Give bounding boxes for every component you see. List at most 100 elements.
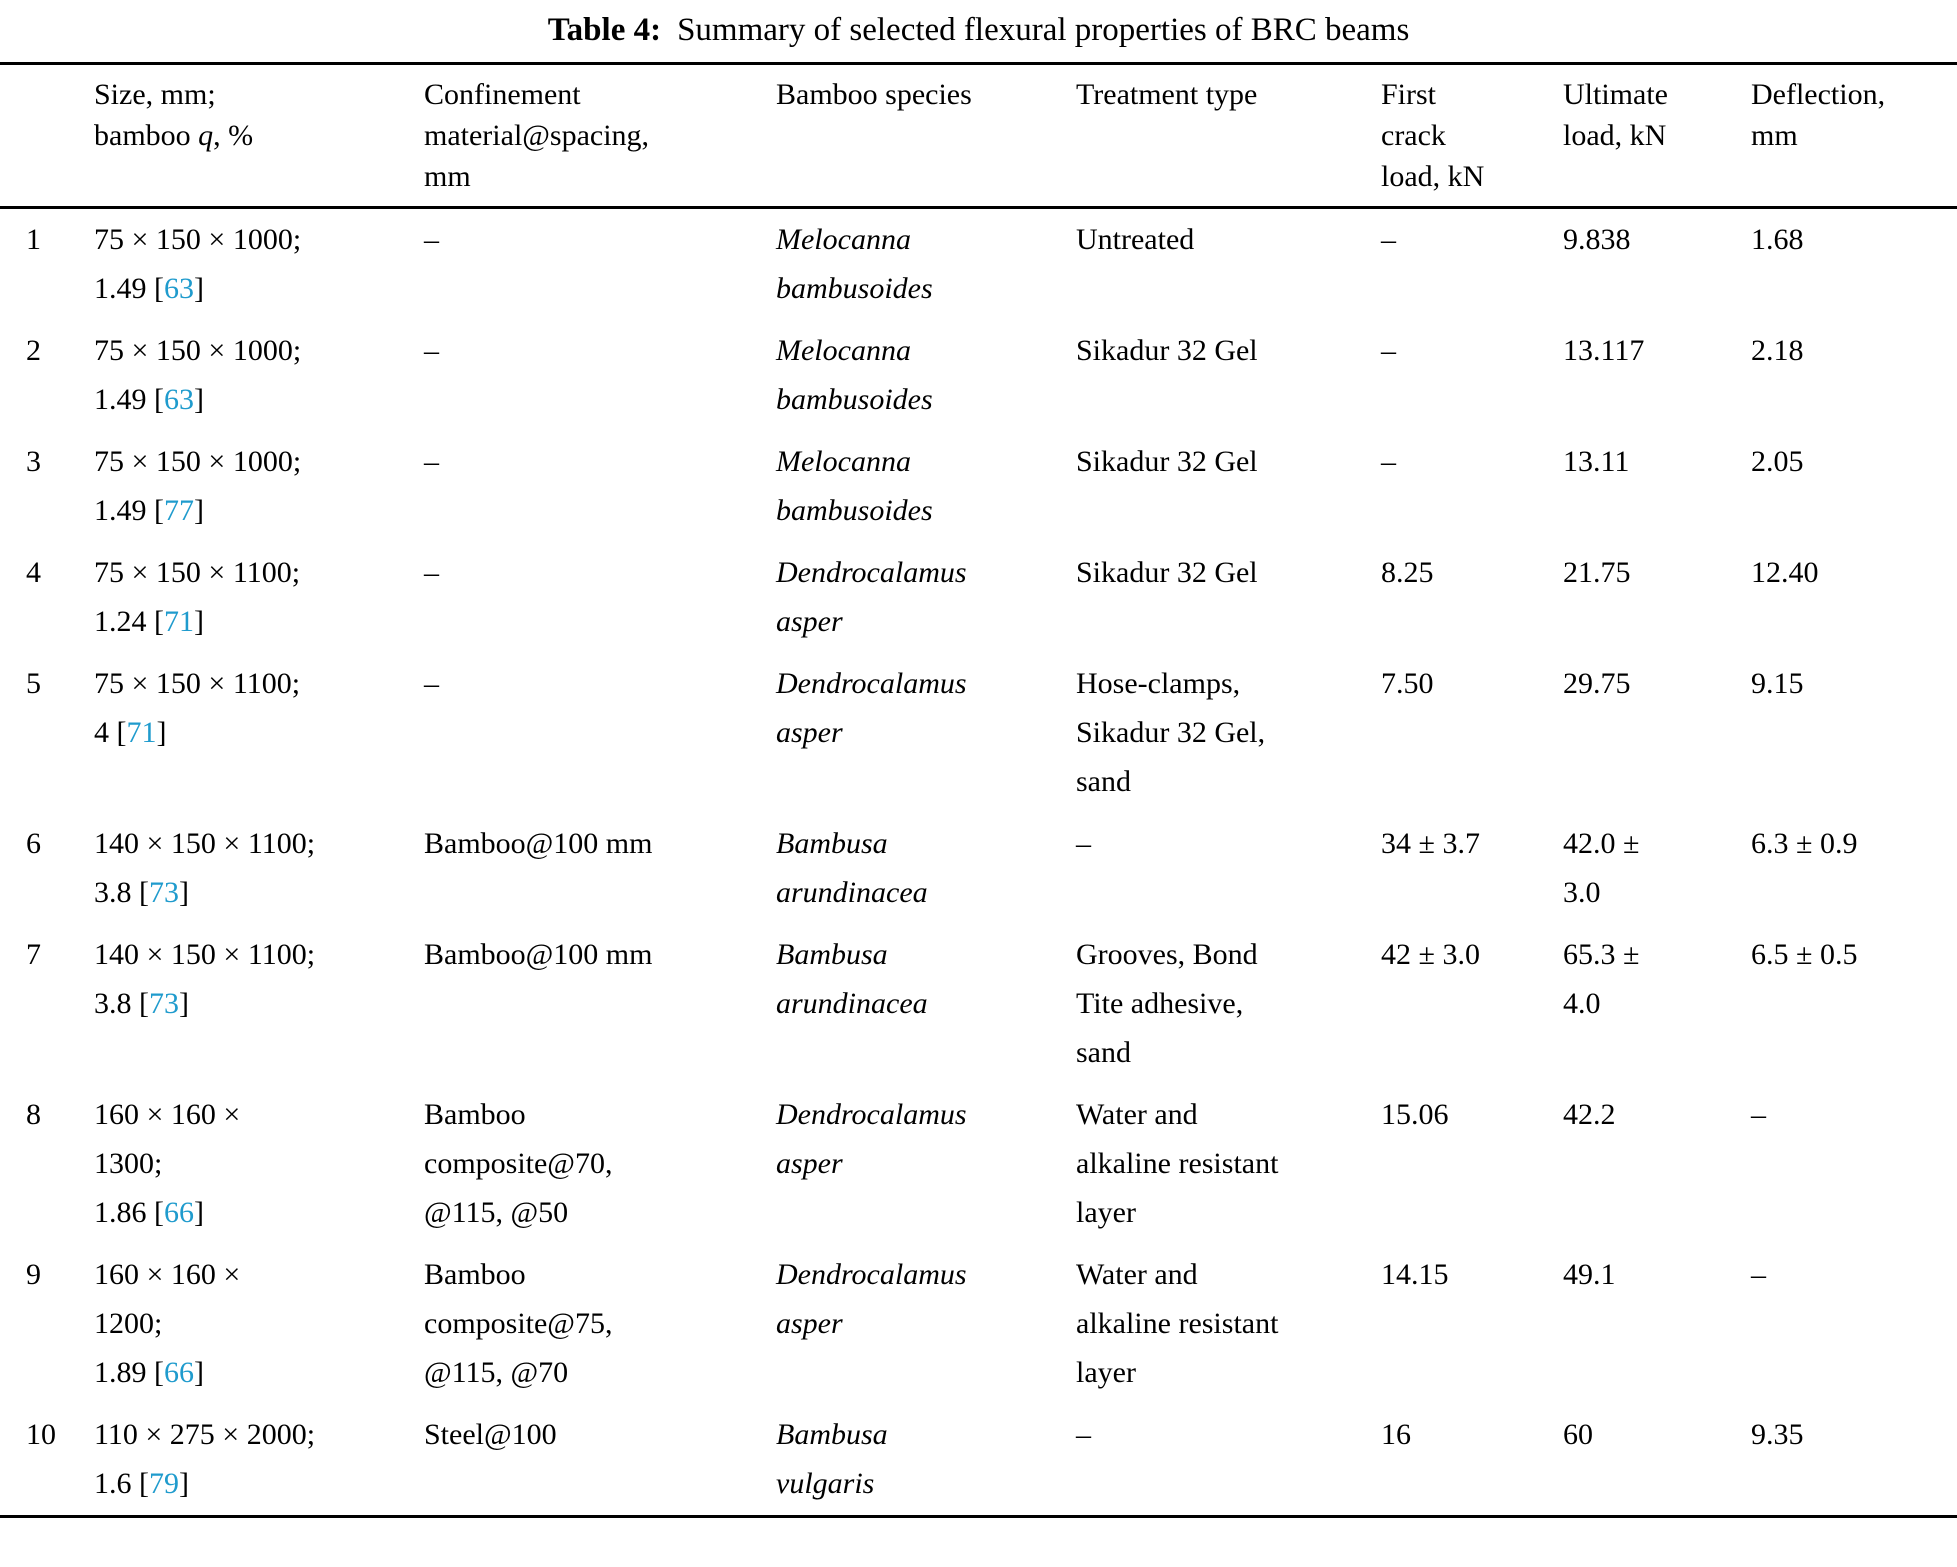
brc-beams-table: Size, mm; bamboo q, % Confinement material@… xyxy=(0,62,1957,1518)
cell-first-crack-load: 15.06 xyxy=(1381,1084,1563,1244)
cell-first-crack-load: – xyxy=(1381,431,1563,542)
cell-treatment: Hose-clamps, Sikadur 32 Gel, sand xyxy=(1076,653,1381,813)
cell-line: – xyxy=(1076,827,1091,860)
cell-ultimate-load: 13.117 xyxy=(1563,320,1751,431)
cell-confinement: – xyxy=(424,653,776,813)
cell-line: Size, mm; xyxy=(94,78,216,111)
cell-line: layer xyxy=(1076,1196,1136,1229)
cell-line: 1.86 [66] xyxy=(94,1196,204,1229)
citation-ref[interactable]: 71 xyxy=(164,605,194,638)
table-row: 7 140 × 150 × 1100; 3.8 [73] Bamboo@100 mm B… xyxy=(0,924,1957,1084)
cell-deflection: 12.40 xyxy=(1751,542,1957,653)
cell-line: – xyxy=(1076,1418,1091,1451)
cell-confinement: – xyxy=(424,542,776,653)
cell-line: 13.11 xyxy=(1563,445,1630,478)
cell-line: Bamboo@100 mm xyxy=(424,938,653,971)
cell-deflection: 9.35 xyxy=(1751,1404,1957,1517)
cell-first-crack-load: 7.50 xyxy=(1381,653,1563,813)
cell-line: 1.89 [66] xyxy=(94,1356,204,1389)
cell-line: 160 × 160 × xyxy=(94,1098,241,1131)
cell-num: 4 xyxy=(0,542,94,653)
col-header-treatment: Treatment type xyxy=(1076,63,1381,209)
cell-line: 42.2 xyxy=(1563,1098,1616,1131)
cell-line: 15.06 xyxy=(1381,1098,1449,1131)
cell-treatment: Untreated xyxy=(1076,208,1381,321)
cell-species: Melocanna bambusoides xyxy=(776,208,1076,321)
cell-species: Melocanna bambusoides xyxy=(776,320,1076,431)
cell-ultimate-load: 13.11 xyxy=(1563,431,1751,542)
cell-ultimate-load: 42.0 ± 3.0 xyxy=(1563,813,1751,924)
citation-ref[interactable]: 63 xyxy=(164,272,194,305)
cell-line: 9 xyxy=(26,1258,41,1291)
cell-confinement: – xyxy=(424,320,776,431)
cell-num: 9 xyxy=(0,1244,94,1404)
cell-size: 160 × 160 × 1200; 1.89 [66] xyxy=(94,1244,424,1404)
cell-line: First xyxy=(1381,78,1437,111)
cell-num: 5 xyxy=(0,653,94,813)
citation-ref[interactable]: 73 xyxy=(149,876,179,909)
cell-line: 34 ± 3.7 xyxy=(1381,827,1480,860)
col-header-first-crack-load: First crack load, kN xyxy=(1381,63,1563,209)
cell-line: composite@70, xyxy=(424,1147,613,1180)
cell-size: 140 × 150 × 1100; 3.8 [73] xyxy=(94,924,424,1084)
cell-line: mm xyxy=(424,160,471,193)
cell-line: 140 × 150 × 1100; xyxy=(94,938,316,971)
table-row: 6 140 × 150 × 1100; 3.8 [73] Bamboo@100 mm B… xyxy=(0,813,1957,924)
cell-line: composite@75, xyxy=(424,1307,613,1340)
cell-line: mm xyxy=(1751,119,1798,152)
cell-line: Ultimate xyxy=(1563,78,1668,111)
cell-line: asper xyxy=(776,605,843,638)
cell-line: 21.75 xyxy=(1563,556,1631,589)
citation-ref[interactable]: 71 xyxy=(126,716,157,749)
cell-line: – xyxy=(424,556,439,589)
cell-line: 110 × 275 × 2000; xyxy=(94,1418,316,1451)
cell-confinement: – xyxy=(424,208,776,321)
cell-line: asper xyxy=(776,716,843,749)
table-row: 10 110 × 275 × 2000; 1.6 [79] Steel@100 Bamb… xyxy=(0,1404,1957,1517)
cell-line: Treatment type xyxy=(1076,78,1258,111)
cell-line: – xyxy=(1751,1098,1766,1131)
cell-line: 1.49 [63] xyxy=(94,272,204,305)
cell-line: 60 xyxy=(1563,1418,1593,1451)
cell-first-crack-load: 34 ± 3.7 xyxy=(1381,813,1563,924)
citation-ref[interactable]: 66 xyxy=(164,1196,194,1229)
cell-num: 10 xyxy=(0,1404,94,1517)
cell-line: Dendrocalamus xyxy=(776,667,967,700)
cell-line: Dendrocalamus xyxy=(776,556,967,589)
cell-size: 75 × 150 × 1100; 1.24 [71] xyxy=(94,542,424,653)
cell-line: – xyxy=(1381,334,1396,367)
cell-line: 4 xyxy=(26,556,41,589)
italic-text: q xyxy=(198,119,214,152)
cell-line: bamboo q, % xyxy=(94,115,412,156)
cell-species: Dendrocalamus asper xyxy=(776,1084,1076,1244)
cell-line: 75 × 150 × 1100; xyxy=(94,556,301,589)
cell-line: alkaline resistant xyxy=(1076,1147,1279,1180)
cell-line: @115, @50 xyxy=(424,1196,569,1229)
text-segment: , % xyxy=(213,119,254,152)
cell-line: Water and xyxy=(1076,1098,1198,1131)
cell-treatment: – xyxy=(1076,813,1381,924)
cell-line: 1300; xyxy=(94,1147,163,1180)
citation-ref[interactable]: 79 xyxy=(149,1467,179,1500)
cell-first-crack-load: 8.25 xyxy=(1381,542,1563,653)
cell-line: 29.75 xyxy=(1563,667,1631,700)
cell-line: 1.6 [79] xyxy=(94,1467,189,1500)
cell-line: 3.8 [73] xyxy=(94,876,189,909)
cell-species: Dendrocalamus asper xyxy=(776,1244,1076,1404)
cell-line: 5 xyxy=(26,667,41,700)
cell-line: vulgaris xyxy=(776,1467,875,1500)
cell-deflection: 9.15 xyxy=(1751,653,1957,813)
citation-ref[interactable]: 73 xyxy=(149,987,179,1020)
cell-species: Bambusa arundinacea xyxy=(776,924,1076,1084)
cell-line: 1.49 [63] xyxy=(94,383,204,416)
cell-line: Bamboo species xyxy=(776,78,972,111)
citation-ref[interactable]: 77 xyxy=(164,494,194,527)
table-body: 1 75 × 150 × 1000; 1.49 [63] – Melocanna bamb… xyxy=(0,208,1957,1517)
cell-line: 10 xyxy=(26,1418,56,1451)
citation-ref[interactable]: 63 xyxy=(164,383,194,416)
cell-first-crack-load: 42 ± 3.0 xyxy=(1381,924,1563,1084)
citation-ref[interactable]: 66 xyxy=(164,1356,194,1389)
cell-line: 65.3 ± xyxy=(1563,938,1640,971)
cell-line: 75 × 150 × 1000; xyxy=(94,334,302,367)
cell-line: 49.1 xyxy=(1563,1258,1616,1291)
